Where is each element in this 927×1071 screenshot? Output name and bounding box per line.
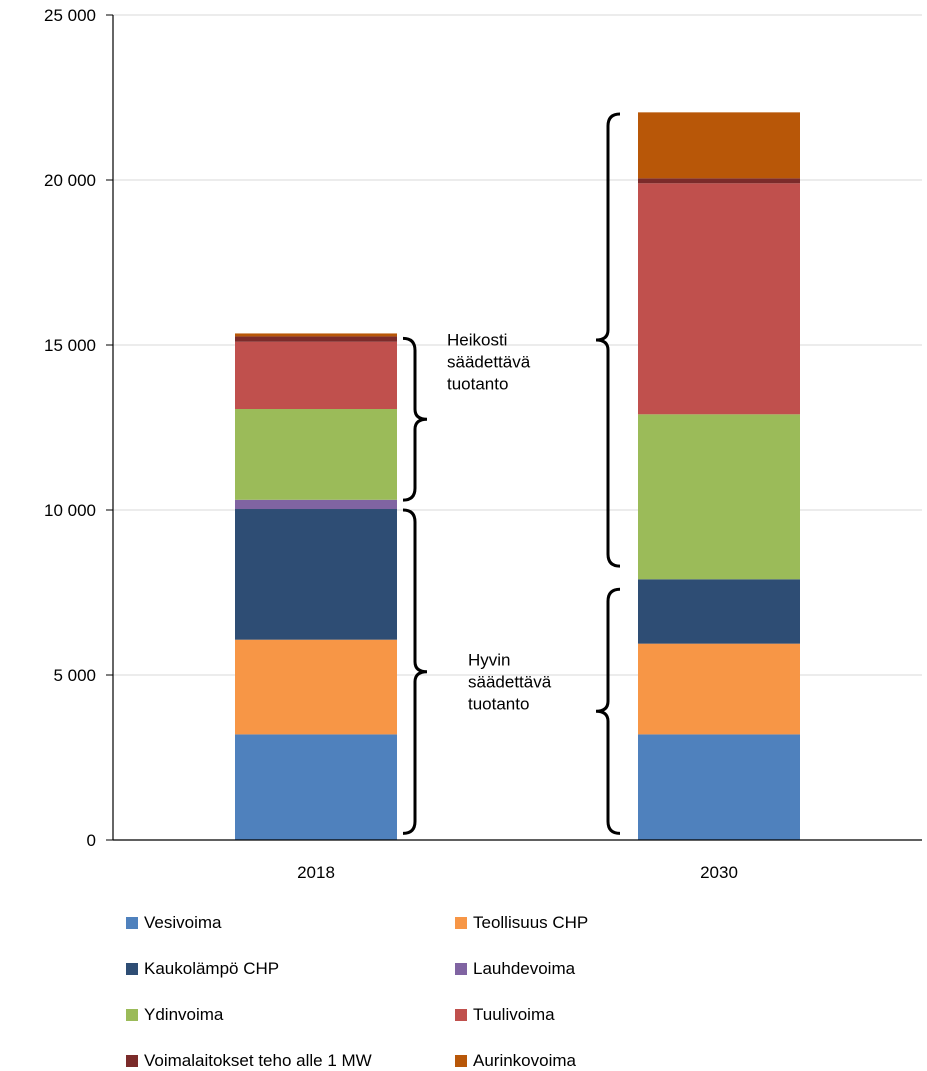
y-tick-label: 0 bbox=[87, 831, 96, 850]
y-tick-label: 10 000 bbox=[44, 501, 96, 520]
bar-segment bbox=[235, 734, 397, 840]
curly-brace bbox=[402, 336, 428, 502]
annotation-text: säädettävä bbox=[447, 352, 531, 371]
curly-brace bbox=[595, 587, 621, 835]
x-tick-label: 2018 bbox=[297, 863, 335, 882]
bar-segment bbox=[235, 333, 397, 337]
bar-segment bbox=[638, 734, 800, 840]
bar-segment bbox=[638, 112, 800, 179]
bar-segment bbox=[235, 336, 397, 342]
bars bbox=[235, 112, 800, 840]
annotations: Heikosti säädettävä tuotanto Hyvin säädettäv… bbox=[402, 112, 621, 835]
annotation-text: tuotanto bbox=[447, 374, 508, 393]
y-tick-label: 20 000 bbox=[44, 171, 96, 190]
bar-segment bbox=[638, 643, 800, 735]
axes: 0 5 000 10 000 15 000 20 000 25 000 2018 2030 bbox=[44, 6, 922, 882]
bar-segment bbox=[638, 414, 800, 580]
bar-segment bbox=[235, 499, 397, 510]
bar-segment bbox=[638, 579, 800, 644]
annotation-text: Heikosti bbox=[447, 330, 507, 349]
bar-segment bbox=[638, 183, 800, 415]
bar-segment bbox=[235, 509, 397, 640]
annotation-text: Hyvin bbox=[468, 650, 511, 669]
bar-segment bbox=[235, 409, 397, 500]
curly-brace bbox=[402, 508, 428, 835]
annotation-text: tuotanto bbox=[468, 694, 529, 713]
bar-segment bbox=[638, 178, 800, 184]
y-tick-label: 25 000 bbox=[44, 6, 96, 25]
bar-segment bbox=[235, 639, 397, 735]
bar-segment bbox=[235, 341, 397, 410]
y-tick-label: 5 000 bbox=[53, 666, 96, 685]
y-tick-label: 15 000 bbox=[44, 336, 96, 355]
curly-brace bbox=[595, 112, 621, 568]
annotation-text: säädettävä bbox=[468, 672, 552, 691]
x-tick-label: 2030 bbox=[700, 863, 738, 882]
gridlines bbox=[113, 14, 922, 676]
